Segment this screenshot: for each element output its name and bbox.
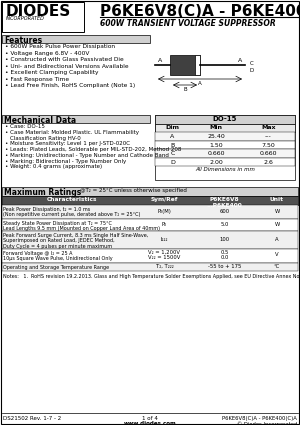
Bar <box>155 132 295 141</box>
Text: • Case Material: Molded Plastic. UL Flammability: • Case Material: Molded Plastic. UL Flam… <box>5 130 139 135</box>
Text: W: W <box>274 221 280 227</box>
Text: 2.00: 2.00 <box>209 159 223 164</box>
Text: Classification Rating HV-0: Classification Rating HV-0 <box>10 136 81 141</box>
Text: 100: 100 <box>219 236 230 241</box>
Text: I₂₂₂: I₂₂₂ <box>161 236 168 241</box>
Text: • Marking: Bidirectional - Type Number Only: • Marking: Bidirectional - Type Number O… <box>5 159 126 164</box>
Bar <box>170 55 200 75</box>
Text: • Marking: Unidirectional - Type Number and Cathode Band: • Marking: Unidirectional - Type Number … <box>5 153 169 158</box>
Text: B: B <box>183 87 187 92</box>
Bar <box>2 219 298 231</box>
Text: P6KE6V8
...P6KE400: P6KE6V8 ...P6KE400 <box>207 197 242 208</box>
Text: Operating and Storage Temperature Range: Operating and Storage Temperature Range <box>3 264 109 269</box>
Text: 2.6: 2.6 <box>263 159 273 164</box>
Text: All Dimensions in mm: All Dimensions in mm <box>195 167 255 172</box>
Text: • Leads: Plated Leads, Solderable per MIL-STD-202, Method 208: • Leads: Plated Leads, Solderable per MI… <box>5 147 181 152</box>
Text: 1.50: 1.50 <box>209 142 223 147</box>
Text: • Fast Response Time: • Fast Response Time <box>5 76 69 82</box>
Bar <box>2 115 150 123</box>
Text: 600W TRANSIENT VOLTAGE SUPPRESSOR: 600W TRANSIENT VOLTAGE SUPPRESSOR <box>100 19 276 28</box>
Text: • Weight: 0.4 grams (approximate): • Weight: 0.4 grams (approximate) <box>5 164 102 169</box>
Bar <box>155 149 295 158</box>
Bar <box>155 158 295 166</box>
Text: W: W <box>274 209 280 213</box>
Text: A: A <box>158 58 162 63</box>
Text: 0.5
0.0: 0.5 0.0 <box>220 249 229 261</box>
Text: Peak Power Dissipation, t₂ = 1.0 ms
(Non repetitive current pulse, derated above: Peak Power Dissipation, t₂ = 1.0 ms (Non… <box>3 207 140 217</box>
Text: DIODES: DIODES <box>6 4 71 19</box>
Text: 5.0: 5.0 <box>220 221 229 227</box>
Text: P6KE6V8(C)A - P6KE400(C)A: P6KE6V8(C)A - P6KE400(C)A <box>222 416 297 421</box>
Text: D: D <box>170 159 175 164</box>
Bar <box>195 55 200 75</box>
Bar <box>155 115 295 180</box>
Text: Notes:   1.  RoHS revision 19.2.2013. Glass and High Temperature Solder Exemptio: Notes: 1. RoHS revision 19.2.2013. Glass… <box>3 274 300 279</box>
Bar <box>2 187 298 196</box>
Bar <box>2 2 84 32</box>
Text: Characteristics: Characteristics <box>47 197 97 202</box>
Text: D: D <box>250 68 254 73</box>
Text: 600: 600 <box>219 209 230 213</box>
Text: • Moisture Sensitivity: Level 1 per J-STD-020C: • Moisture Sensitivity: Level 1 per J-ST… <box>5 141 130 146</box>
Text: Max: Max <box>261 125 276 130</box>
Text: A: A <box>170 134 175 139</box>
Text: Mechanical Data: Mechanical Data <box>4 116 76 125</box>
Text: • Lead Free Finish, RoHS Compliant (Note 1): • Lead Free Finish, RoHS Compliant (Note… <box>5 83 135 88</box>
Text: Peak Forward Surge Current, 8.3 ms Single Half Sine-Wave,
Superimposed on Rated : Peak Forward Surge Current, 8.3 ms Singl… <box>3 232 148 249</box>
Text: V₂ = 1,200V
V₂₂ = 1500V: V₂ = 1,200V V₂₂ = 1500V <box>148 249 181 261</box>
Bar <box>155 141 295 149</box>
Text: Forward Voltage @ I₂ = 25 A
10µs Square Wave Pulse, Unidirectional Only: Forward Voltage @ I₂ = 25 A 10µs Square … <box>3 250 112 261</box>
Text: 0.660: 0.660 <box>260 151 277 156</box>
Text: • Voltage Range 6.8V - 400V: • Voltage Range 6.8V - 400V <box>5 51 89 56</box>
Bar <box>2 249 298 263</box>
Text: Maximum Ratings: Maximum Ratings <box>4 188 81 197</box>
Bar <box>2 196 298 205</box>
Text: • 600W Peak Pulse Power Dissipation: • 600W Peak Pulse Power Dissipation <box>5 44 115 49</box>
Bar <box>2 205 298 219</box>
Text: Dim: Dim <box>166 125 179 130</box>
Text: P6KE6V8(C)A - P6KE400(C)A: P6KE6V8(C)A - P6KE400(C)A <box>100 4 300 19</box>
Text: 7.50: 7.50 <box>262 142 275 147</box>
Text: A: A <box>275 236 279 241</box>
Text: • Uni- and Bidirectional Versions Available: • Uni- and Bidirectional Versions Availa… <box>5 63 129 68</box>
Text: Steady State Power Dissipation at T₂ = 75°C
Lead Lengths 9.5 mm (Mounted on Copp: Steady State Power Dissipation at T₂ = 7… <box>3 221 160 231</box>
Text: -55 to + 175: -55 to + 175 <box>208 264 241 269</box>
Bar <box>155 115 295 124</box>
Text: °C: °C <box>274 264 280 269</box>
Text: • Constructed with Glass Passivated Die: • Constructed with Glass Passivated Die <box>5 57 124 62</box>
Text: @T₂ = 25°C unless otherwise specified: @T₂ = 25°C unless otherwise specified <box>80 188 187 193</box>
Text: P₂(M): P₂(M) <box>158 209 171 213</box>
Bar <box>2 231 298 249</box>
Text: B: B <box>170 142 175 147</box>
Text: Sym/Ref: Sym/Ref <box>151 197 178 202</box>
Text: 25.40: 25.40 <box>207 134 225 139</box>
Bar <box>155 124 295 132</box>
Text: C: C <box>250 60 254 65</box>
Text: • Excellent Clamping Capability: • Excellent Clamping Capability <box>5 70 98 75</box>
Bar <box>2 263 298 271</box>
Text: V: V <box>275 252 279 258</box>
Text: DS21502 Rev. 1-7 - 2: DS21502 Rev. 1-7 - 2 <box>3 416 61 421</box>
Text: A: A <box>198 81 202 86</box>
Text: www.diodes.com: www.diodes.com <box>124 421 176 425</box>
Text: T₂, T₂₂₂: T₂, T₂₂₂ <box>156 264 173 269</box>
Text: • Case: DO-15: • Case: DO-15 <box>5 124 45 129</box>
Text: DO-15: DO-15 <box>213 116 237 122</box>
Bar <box>2 35 150 43</box>
Text: Features: Features <box>4 36 42 45</box>
Text: Unit: Unit <box>270 197 284 202</box>
Text: ---: --- <box>265 134 272 139</box>
Text: © Diodes Incorporated: © Diodes Incorporated <box>237 421 297 425</box>
Text: 1 of 4: 1 of 4 <box>142 416 158 421</box>
Text: Min: Min <box>209 125 222 130</box>
Text: C: C <box>170 151 175 156</box>
Text: 0.660: 0.660 <box>207 151 225 156</box>
Text: P₂: P₂ <box>162 221 167 227</box>
Text: A: A <box>238 58 242 63</box>
Text: INCORPORATED: INCORPORATED <box>6 16 45 21</box>
